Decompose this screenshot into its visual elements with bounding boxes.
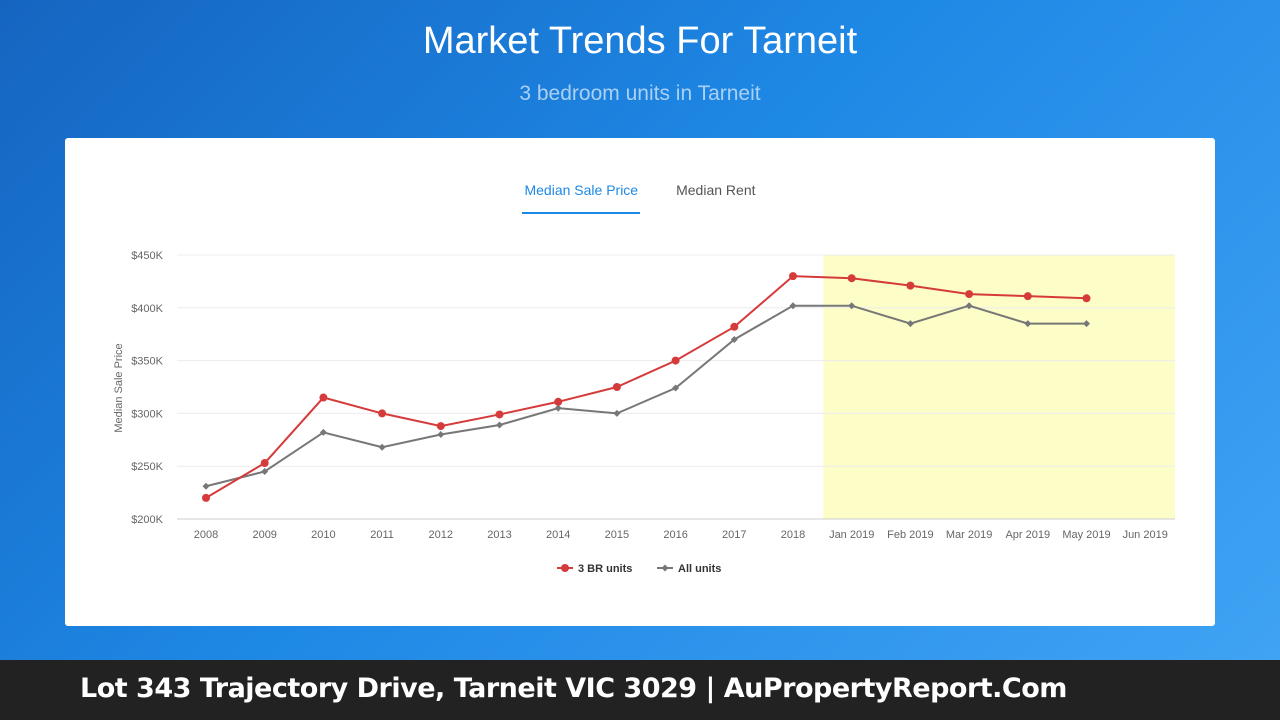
data-point	[613, 409, 621, 417]
tab-median-sale-price[interactable]: Median Sale Price	[522, 182, 641, 214]
data-point	[1083, 320, 1090, 328]
data-point	[612, 383, 621, 391]
x-tick-label: Feb 2019	[887, 529, 933, 541]
tab-median-rent[interactable]: Median Rent	[676, 182, 756, 198]
x-tick-label: 2011	[370, 529, 394, 541]
data-point	[965, 290, 974, 299]
data-point	[554, 397, 563, 406]
page-subtitle: 3 bedroom units in Tarneit	[519, 82, 761, 105]
data-point	[260, 459, 269, 468]
data-point	[495, 410, 504, 419]
data-point	[202, 482, 210, 490]
data-point	[496, 421, 503, 429]
x-tick-label: Mar 2019	[946, 529, 992, 541]
data-point	[848, 302, 856, 310]
series-line	[205, 304, 1087, 488]
data-point	[906, 320, 914, 328]
x-tick-label: Jun 2019	[1123, 529, 1168, 541]
footer-address: Lot 343 Trajectory Drive, Tarneit VIC 30…	[80, 673, 1067, 704]
chart-card: Median Sale Price Median Rent $200K $250K…	[65, 138, 1215, 626]
line-chart: $200K$250K$300K$350K$400K$450K 2008 2009 2…	[113, 250, 1175, 575]
x-tick-label: 2017	[722, 529, 746, 541]
data-point	[436, 422, 445, 431]
data-point	[671, 356, 680, 365]
y-tick-label: $450K	[131, 250, 163, 262]
series-line	[205, 275, 1087, 499]
y-tick-label: $350K	[131, 356, 163, 368]
y-tick-label: $300K	[131, 408, 163, 420]
x-tick-label: 2009	[252, 529, 276, 541]
data-point	[730, 335, 738, 343]
x-tick-label: May 2019	[1062, 529, 1110, 541]
data-point	[789, 272, 797, 281]
x-tick-label: 2013	[487, 529, 511, 541]
data-point	[789, 302, 797, 310]
chart-tabs: Median Sale Price Median Rent	[65, 182, 1215, 214]
footer-bar: Lot 343 Trajectory Drive, Tarneit VIC 30…	[0, 660, 1280, 720]
x-tick-label: 2012	[429, 529, 453, 541]
x-tick-label: Apr 2019	[1005, 529, 1050, 541]
data-point	[672, 384, 680, 392]
data-point	[847, 274, 856, 283]
x-tick-label: Jan 2019	[829, 529, 874, 541]
legend-marker	[561, 564, 569, 572]
y-axis-ticks: $200K $250K $300K $350K $400K $450K	[131, 250, 163, 526]
data-point	[965, 302, 973, 310]
x-tick-label: 2014	[546, 529, 570, 541]
data-point	[1023, 292, 1032, 301]
data-point	[730, 322, 739, 331]
series-layer	[202, 272, 1091, 502]
legend-label[interactable]: 3 BR units	[578, 563, 632, 575]
y-tick-label: $400K	[131, 303, 163, 315]
legend: 3 BR units All units	[557, 563, 721, 575]
legend-marker	[661, 564, 669, 572]
data-point	[202, 493, 210, 502]
data-point	[378, 409, 387, 418]
data-point	[378, 443, 386, 451]
data-point	[437, 431, 445, 439]
y-tick-label: $200K	[131, 514, 163, 526]
x-tick-label: 2018	[781, 529, 805, 541]
x-tick-label: 2008	[194, 529, 218, 541]
data-point	[261, 467, 269, 475]
y-axis-label: Median Sale Price	[113, 343, 125, 432]
data-point	[319, 428, 327, 436]
data-point	[319, 393, 328, 402]
legend-label[interactable]: All units	[678, 563, 721, 575]
data-point	[1024, 320, 1032, 328]
page-title: Market Trends For Tarneit	[422, 20, 858, 62]
y-tick-label: $250K	[131, 461, 163, 473]
x-tick-label: 2015	[605, 529, 629, 541]
x-tick-label: 2016	[663, 529, 687, 541]
forecast-highlight-band	[823, 255, 1175, 519]
x-tick-label: 2010	[311, 529, 335, 541]
x-axis-ticks: 2008 2009 2010 2011 2012 2013 2014 2015 2016 2017…	[194, 529, 1168, 541]
data-point	[554, 404, 562, 412]
data-point	[1082, 294, 1091, 303]
data-point	[906, 281, 915, 290]
